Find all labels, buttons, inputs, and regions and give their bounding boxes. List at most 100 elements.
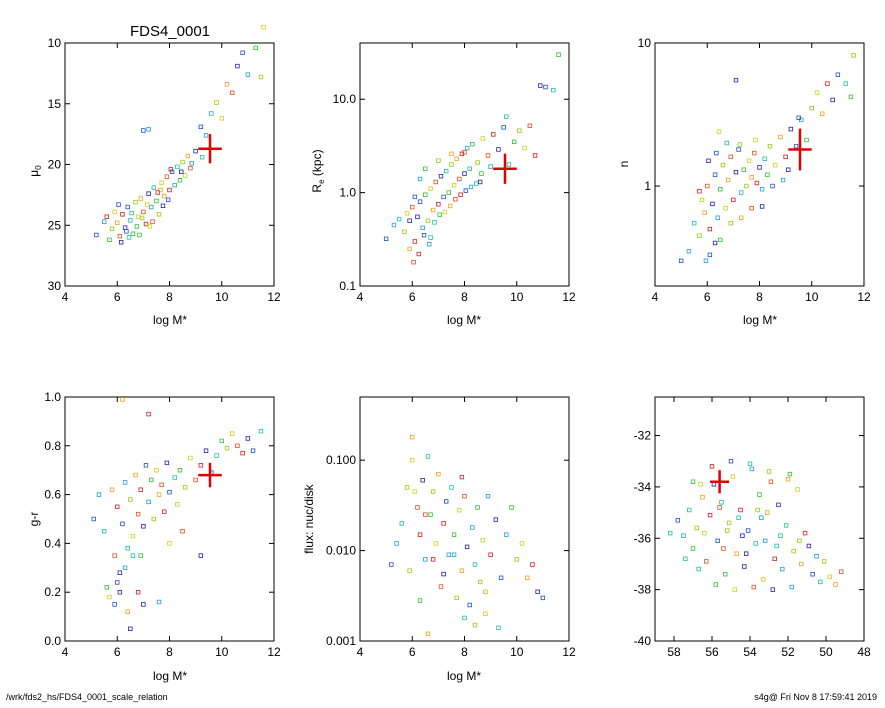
data-point (120, 212, 125, 217)
data-point (694, 525, 699, 531)
data-point (185, 153, 190, 159)
data-point (467, 166, 472, 171)
data-point (789, 584, 794, 590)
data-point (416, 251, 421, 257)
x-ticks: 4 6 8 10 12 (62, 43, 281, 304)
data-point (687, 507, 692, 513)
data-point (407, 246, 412, 252)
data-point (430, 207, 436, 213)
highlight-cross (493, 153, 517, 184)
data-point (462, 615, 467, 621)
data-point (423, 166, 428, 171)
y-tick-label: 10 (48, 36, 62, 50)
data-point (698, 482, 703, 487)
data-point (714, 150, 719, 156)
x-tick-label: 4 (652, 290, 659, 304)
data-point (120, 397, 125, 402)
data-point (761, 577, 766, 582)
data-point (483, 589, 488, 595)
data-point (454, 595, 459, 601)
data-point (159, 180, 164, 185)
data-point (733, 77, 739, 83)
x-tick-label: 4 (357, 645, 364, 659)
data-point (711, 482, 717, 487)
data-point (787, 471, 793, 477)
data-point (172, 475, 177, 480)
data-point (451, 552, 457, 557)
data-points (678, 53, 856, 264)
data-point (117, 590, 123, 595)
data-point (229, 431, 235, 436)
data-point (517, 128, 522, 133)
data-point (436, 202, 441, 207)
data-point (410, 434, 415, 440)
data-point (713, 582, 718, 587)
data-point (814, 90, 820, 95)
y-axis-label: flux: nuc/disk (302, 483, 316, 553)
x-axis-label: log M* (743, 313, 777, 327)
data-point (480, 136, 485, 141)
data-point (436, 158, 441, 163)
data-points (389, 434, 546, 637)
data-point (715, 538, 720, 544)
data-point (168, 167, 174, 172)
data-point (851, 53, 856, 58)
data-point (214, 100, 219, 105)
x-tick-label: 8 (461, 645, 468, 659)
data-point (464, 145, 470, 151)
data-point (522, 145, 527, 151)
data-point (130, 553, 136, 558)
panel-n: 4 6 8 10 12 1 10 log M* n (617, 36, 871, 327)
data-point (438, 173, 444, 179)
data-point (718, 237, 723, 243)
x-tick-label: 4 (357, 290, 364, 304)
data-point (538, 83, 543, 88)
data-point (474, 181, 479, 186)
x-tick-label: 8 (166, 645, 173, 659)
data-point (107, 237, 112, 243)
data-point (757, 165, 762, 170)
data-point (767, 143, 773, 149)
data-point (459, 474, 465, 480)
data-point (154, 467, 159, 473)
data-point (458, 192, 463, 197)
data-point (188, 455, 193, 461)
data-point (399, 521, 404, 526)
data-point (797, 538, 802, 544)
data-point (717, 505, 722, 510)
y-axis-label: g-r (27, 512, 41, 527)
data-point (193, 148, 198, 154)
plot-frame (359, 42, 570, 287)
data-point (764, 510, 770, 515)
data-point (752, 150, 757, 156)
data-point (444, 499, 449, 504)
data-point (795, 487, 800, 492)
data-point (753, 541, 758, 546)
plot-frame (654, 42, 865, 287)
data-point (488, 164, 493, 169)
data-point (115, 220, 120, 226)
data-point (441, 571, 446, 577)
data-point (446, 552, 452, 557)
data-point (770, 183, 775, 189)
y-tick-label: 0.6 (44, 488, 61, 502)
data-point (138, 487, 143, 492)
data-point (697, 189, 702, 194)
data-point (394, 541, 399, 546)
data-point (164, 460, 170, 466)
data-point (463, 188, 469, 193)
data-point (125, 546, 130, 551)
data-point (739, 215, 744, 220)
x-tick-label: 6 (409, 290, 416, 304)
data-point (810, 572, 815, 577)
data-point (723, 205, 728, 211)
y-tick-label: 0.0 (44, 634, 61, 648)
data-point (410, 204, 415, 210)
x-ticks: 4 6 8 10 12 (357, 397, 576, 659)
data-point (728, 220, 733, 226)
data-point (686, 249, 692, 254)
data-point (425, 454, 431, 459)
x-tick-label: 10 (510, 290, 524, 304)
data-point (726, 520, 732, 526)
data-point (464, 544, 470, 550)
